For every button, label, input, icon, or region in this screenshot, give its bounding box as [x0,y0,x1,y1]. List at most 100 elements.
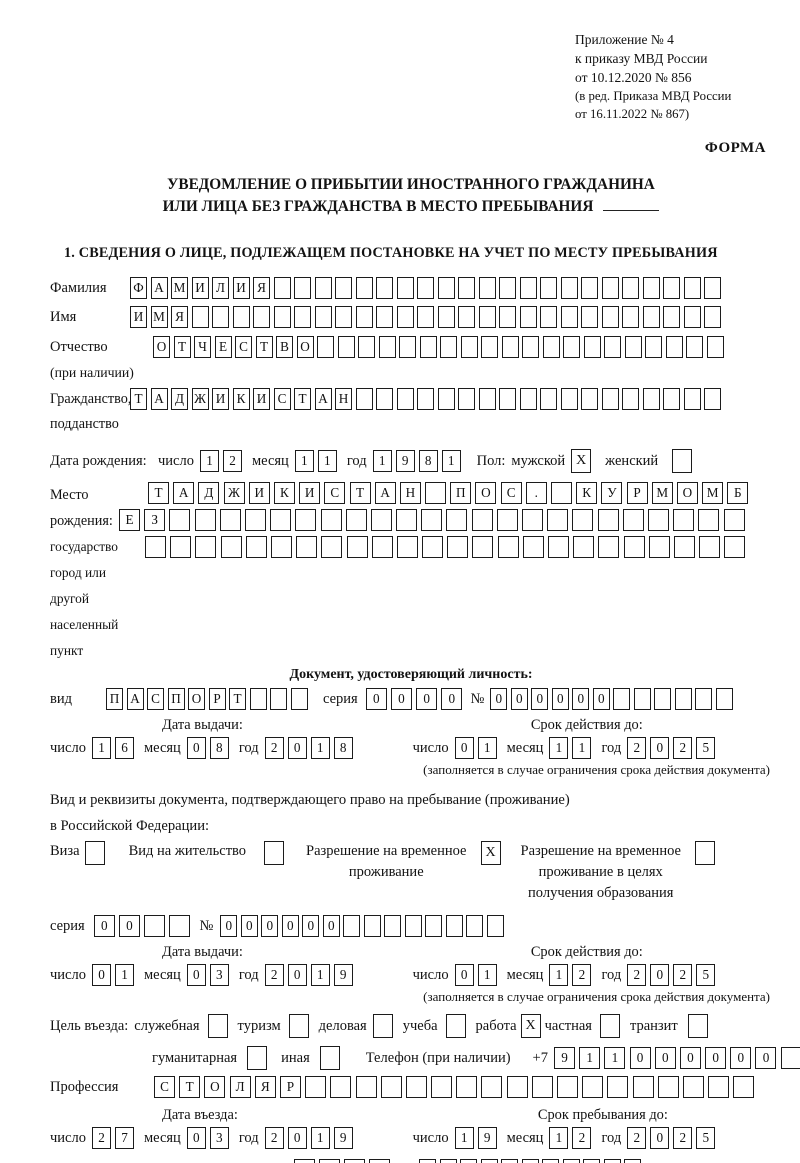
char-cell[interactable] [378,336,396,358]
char-cell[interactable] [273,277,291,299]
char-cell[interactable]: Е [119,509,140,531]
char-cell[interactable]: 7 [114,1127,134,1149]
char-cell[interactable] [598,536,620,558]
char-cell[interactable]: Е [214,336,232,358]
char-cell[interactable] [425,915,443,937]
char-cell[interactable]: И [248,482,270,504]
char-cell[interactable]: 0 [441,688,463,710]
char-cell[interactable]: О [204,1076,226,1098]
char-cell[interactable] [330,1076,352,1098]
char-cell[interactable] [583,1159,601,1163]
char-cell[interactable] [499,277,516,299]
char-cell[interactable]: 1 [549,964,569,986]
char-cell[interactable] [290,688,308,710]
purpose-work-checkbox[interactable]: X [520,1014,541,1038]
char-cell[interactable]: 0 [281,915,299,937]
char-cell[interactable] [673,536,695,558]
char-cell[interactable] [396,536,418,558]
char-cell[interactable] [273,306,291,328]
char-cell[interactable] [472,536,494,558]
char-cell[interactable] [654,688,672,710]
char-cell[interactable] [253,306,270,328]
char-cell[interactable]: А [314,388,332,410]
char-cell[interactable] [733,1076,755,1098]
char-cell[interactable] [314,277,332,299]
char-cell[interactable] [622,306,639,328]
char-cell[interactable] [169,915,191,937]
char-cell[interactable] [431,1076,453,1098]
char-cell[interactable] [581,277,598,299]
char-cell[interactable]: Р [208,688,226,710]
female-checkbox[interactable] [672,449,693,473]
char-cell[interactable] [622,509,644,531]
char-cell[interactable] [624,336,642,358]
char-cell[interactable]: Ф [130,277,147,299]
char-cell[interactable] [601,388,619,410]
char-cell[interactable] [405,1076,427,1098]
char-cell[interactable]: С [500,482,522,504]
char-cell[interactable] [572,509,594,531]
char-cell[interactable]: Д [171,388,188,410]
char-cell[interactable]: О [153,336,170,358]
char-cell[interactable]: 1 [549,1127,569,1149]
char-cell[interactable] [522,336,539,358]
char-cell[interactable] [607,1076,629,1098]
char-cell[interactable] [355,388,373,410]
char-cell[interactable]: 0 [186,964,206,986]
char-cell[interactable]: Б [727,482,749,504]
char-cell[interactable]: 1 [91,737,111,759]
char-cell[interactable]: 0 [91,964,111,986]
char-cell[interactable] [440,336,457,358]
char-cell[interactable] [471,509,493,531]
char-cell[interactable]: 0 [460,1159,478,1163]
char-cell[interactable]: М [702,482,724,504]
char-cell[interactable] [232,306,250,328]
char-cell[interactable] [704,388,721,410]
char-cell[interactable] [417,306,434,328]
char-cell[interactable] [355,1076,377,1098]
char-cell[interactable] [562,1159,580,1163]
char-cell[interactable] [249,688,267,710]
char-cell[interactable]: 0 [629,1047,651,1069]
char-cell[interactable]: Л [229,1076,251,1098]
char-cell[interactable]: У [601,482,623,504]
char-cell[interactable] [683,277,701,299]
char-cell[interactable] [642,277,660,299]
char-cell[interactable]: Т [130,388,147,410]
char-cell[interactable]: А [126,688,144,710]
char-cell[interactable] [481,336,498,358]
char-cell[interactable]: 2 [673,964,693,986]
char-cell[interactable] [613,688,631,710]
char-cell[interactable]: М [171,277,188,299]
char-cell[interactable]: 5 [696,737,716,759]
char-cell[interactable]: Я [253,277,270,299]
char-cell[interactable]: 0 [531,688,549,710]
char-cell[interactable]: Н [399,482,421,504]
char-cell[interactable] [706,336,724,358]
char-cell[interactable] [212,306,229,328]
char-cell[interactable]: 1 [317,450,337,472]
char-cell[interactable]: 2 [673,737,693,759]
char-cell[interactable]: 8 [418,450,438,472]
char-cell[interactable]: И [130,306,147,328]
char-cell[interactable] [478,306,496,328]
char-cell[interactable] [384,915,402,937]
char-cell[interactable]: 0 [654,1047,676,1069]
char-cell[interactable] [519,388,537,410]
char-cell[interactable] [486,915,504,937]
char-cell[interactable] [519,306,537,328]
char-cell[interactable] [270,509,292,531]
char-cell[interactable]: 3 [209,1127,229,1149]
purpose-other-checkbox[interactable] [319,1046,340,1070]
char-cell[interactable]: 0 [318,1159,340,1163]
char-cell[interactable] [623,536,645,558]
char-cell[interactable]: 9 [477,1127,497,1149]
char-cell[interactable]: 0 [501,1159,519,1163]
char-cell[interactable] [343,915,361,937]
char-cell[interactable]: 0 [369,1159,391,1163]
char-cell[interactable] [396,388,414,410]
char-cell[interactable]: А [173,482,195,504]
char-cell[interactable] [663,388,680,410]
char-cell[interactable] [522,536,544,558]
char-cell[interactable]: П [167,688,185,710]
